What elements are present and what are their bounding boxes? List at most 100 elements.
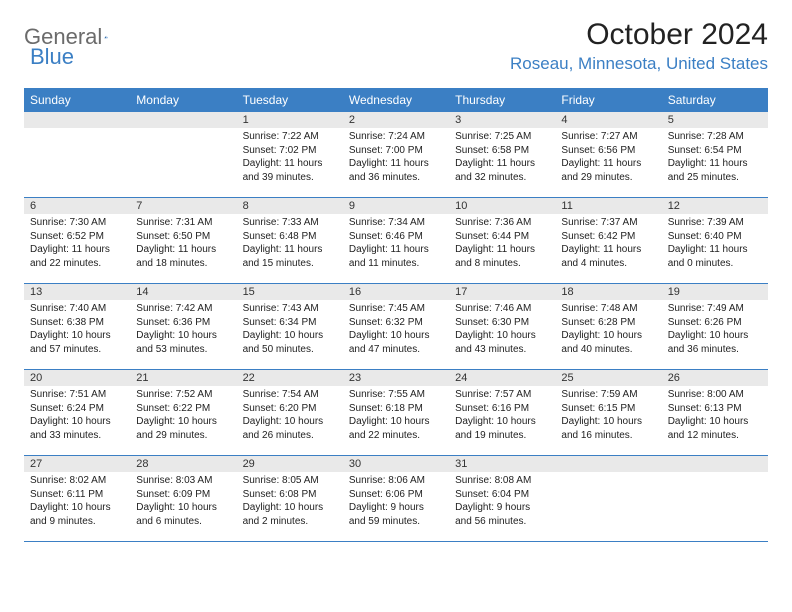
calendar-day-cell: 26Sunrise: 8:00 AMSunset: 6:13 PMDayligh… [662, 370, 768, 456]
weekday-header: Tuesday [237, 89, 343, 112]
sunset-text: Sunset: 6:08 PM [243, 488, 337, 502]
daylight-text: Daylight: 11 hours and 8 minutes. [455, 243, 549, 270]
day-number: 10 [449, 198, 555, 214]
sunset-text: Sunset: 6:36 PM [136, 316, 230, 330]
day-number [555, 456, 661, 472]
day-details: Sunrise: 7:22 AMSunset: 7:02 PMDaylight:… [237, 128, 343, 188]
sunrise-text: Sunrise: 7:37 AM [561, 216, 655, 230]
sunset-text: Sunset: 6:54 PM [668, 144, 762, 158]
sunrise-text: Sunrise: 8:00 AM [668, 388, 762, 402]
sunset-text: Sunset: 6:30 PM [455, 316, 549, 330]
calendar-day-cell: 12Sunrise: 7:39 AMSunset: 6:40 PMDayligh… [662, 198, 768, 284]
sunset-text: Sunset: 6:22 PM [136, 402, 230, 416]
daylight-text: Daylight: 10 hours and 6 minutes. [136, 501, 230, 528]
day-details: Sunrise: 7:37 AMSunset: 6:42 PMDaylight:… [555, 214, 661, 274]
calendar-week-row: 1Sunrise: 7:22 AMSunset: 7:02 PMDaylight… [24, 112, 768, 198]
day-number: 15 [237, 284, 343, 300]
weekday-header-row: Sunday Monday Tuesday Wednesday Thursday… [24, 89, 768, 112]
daylight-text: Daylight: 10 hours and 36 minutes. [668, 329, 762, 356]
calendar-day-cell: 31Sunrise: 8:08 AMSunset: 6:04 PMDayligh… [449, 456, 555, 542]
sunrise-text: Sunrise: 7:40 AM [30, 302, 124, 316]
day-details: Sunrise: 8:08 AMSunset: 6:04 PMDaylight:… [449, 472, 555, 532]
day-number: 23 [343, 370, 449, 386]
day-details: Sunrise: 7:36 AMSunset: 6:44 PMDaylight:… [449, 214, 555, 274]
calendar-day-cell: 19Sunrise: 7:49 AMSunset: 6:26 PMDayligh… [662, 284, 768, 370]
sunset-text: Sunset: 6:58 PM [455, 144, 549, 158]
calendar-week-row: 6Sunrise: 7:30 AMSunset: 6:52 PMDaylight… [24, 198, 768, 284]
calendar-week-row: 27Sunrise: 8:02 AMSunset: 6:11 PMDayligh… [24, 456, 768, 542]
sunrise-text: Sunrise: 8:08 AM [455, 474, 549, 488]
calendar-day-cell: 24Sunrise: 7:57 AMSunset: 6:16 PMDayligh… [449, 370, 555, 456]
calendar-day-cell: 17Sunrise: 7:46 AMSunset: 6:30 PMDayligh… [449, 284, 555, 370]
day-details: Sunrise: 7:57 AMSunset: 6:16 PMDaylight:… [449, 386, 555, 446]
day-number [130, 112, 236, 128]
day-details: Sunrise: 8:02 AMSunset: 6:11 PMDaylight:… [24, 472, 130, 532]
calendar-day-cell: 29Sunrise: 8:05 AMSunset: 6:08 PMDayligh… [237, 456, 343, 542]
sunrise-text: Sunrise: 7:24 AM [349, 130, 443, 144]
daylight-text: Daylight: 10 hours and 2 minutes. [243, 501, 337, 528]
calendar-table: Sunday Monday Tuesday Wednesday Thursday… [24, 88, 768, 542]
daylight-text: Daylight: 11 hours and 11 minutes. [349, 243, 443, 270]
daylight-text: Daylight: 11 hours and 18 minutes. [136, 243, 230, 270]
day-number: 28 [130, 456, 236, 472]
calendar-day-cell: 10Sunrise: 7:36 AMSunset: 6:44 PMDayligh… [449, 198, 555, 284]
calendar-day-cell: 1Sunrise: 7:22 AMSunset: 7:02 PMDaylight… [237, 112, 343, 198]
daylight-text: Daylight: 10 hours and 12 minutes. [668, 415, 762, 442]
calendar-day-cell [130, 112, 236, 198]
sunset-text: Sunset: 6:24 PM [30, 402, 124, 416]
sunset-text: Sunset: 6:46 PM [349, 230, 443, 244]
month-title: October 2024 [510, 18, 768, 52]
daylight-text: Daylight: 11 hours and 32 minutes. [455, 157, 549, 184]
sunset-text: Sunset: 6:48 PM [243, 230, 337, 244]
calendar-day-cell: 15 Sunrise: 7:43 AMSunset: 6:34 PMDayligh… [237, 284, 343, 370]
day-number: 27 [24, 456, 130, 472]
day-number: 5 [662, 112, 768, 128]
calendar-week-row: 13Sunrise: 7:40 AMSunset: 6:38 PMDayligh… [24, 284, 768, 370]
calendar-day-cell: 7Sunrise: 7:31 AMSunset: 6:50 PMDaylight… [130, 198, 236, 284]
daylight-text: Daylight: 11 hours and 39 minutes. [243, 157, 337, 184]
sunset-text: Sunset: 6:34 PM [243, 316, 337, 330]
day-details: Sunrise: 7:30 AMSunset: 6:52 PMDaylight:… [24, 214, 130, 274]
day-number: 18 [555, 284, 661, 300]
calendar-day-cell [24, 112, 130, 198]
calendar-day-cell: 4Sunrise: 7:27 AMSunset: 6:56 PMDaylight… [555, 112, 661, 198]
daylight-text: Daylight: 10 hours and 16 minutes. [561, 415, 655, 442]
day-number: 11 [555, 198, 661, 214]
location-subtitle: Roseau, Minnesota, United States [510, 54, 768, 74]
day-details [662, 472, 768, 478]
sunset-text: Sunset: 6:42 PM [561, 230, 655, 244]
daylight-text: Daylight: 10 hours and 47 minutes. [349, 329, 443, 356]
calendar-day-cell: 3Sunrise: 7:25 AMSunset: 6:58 PMDaylight… [449, 112, 555, 198]
sunset-text: Sunset: 6:20 PM [243, 402, 337, 416]
sunrise-text: Sunrise: 8:02 AM [30, 474, 124, 488]
sunrise-text: Sunrise: 7:42 AM [136, 302, 230, 316]
day-number [662, 456, 768, 472]
calendar-day-cell [662, 456, 768, 542]
daylight-text: Daylight: 10 hours and 29 minutes. [136, 415, 230, 442]
day-number: 12 [662, 198, 768, 214]
day-details: Sunrise: 7:34 AMSunset: 6:46 PMDaylight:… [343, 214, 449, 274]
sunset-text: Sunset: 6:40 PM [668, 230, 762, 244]
day-number: 2 [343, 112, 449, 128]
sunrise-text: Sunrise: 7:57 AM [455, 388, 549, 402]
logo-sail-icon [104, 28, 108, 46]
calendar-day-cell: 13Sunrise: 7:40 AMSunset: 6:38 PMDayligh… [24, 284, 130, 370]
day-number: 17 [449, 284, 555, 300]
daylight-text: Daylight: 11 hours and 25 minutes. [668, 157, 762, 184]
calendar-day-cell: 8Sunrise: 7:33 AMSunset: 6:48 PMDaylight… [237, 198, 343, 284]
sunrise-text: Sunrise: 7:55 AM [349, 388, 443, 402]
sunset-text: Sunset: 6:52 PM [30, 230, 124, 244]
sunset-text: Sunset: 6:04 PM [455, 488, 549, 502]
day-number: 24 [449, 370, 555, 386]
daylight-text: Daylight: 10 hours and 22 minutes. [349, 415, 443, 442]
calendar-day-cell: 20Sunrise: 7:51 AMSunset: 6:24 PMDayligh… [24, 370, 130, 456]
day-details [24, 128, 130, 134]
day-number: 6 [24, 198, 130, 214]
sunrise-text: Sunrise: 7:43 AM [243, 302, 337, 316]
sunrise-text: Sunrise: 7:28 AM [668, 130, 762, 144]
sunset-text: Sunset: 6:11 PM [30, 488, 124, 502]
daylight-text: Daylight: 10 hours and 50 minutes. [243, 329, 337, 356]
daylight-text: Daylight: 11 hours and 29 minutes. [561, 157, 655, 184]
sunrise-text: Sunrise: 8:03 AM [136, 474, 230, 488]
day-number: 25 [555, 370, 661, 386]
